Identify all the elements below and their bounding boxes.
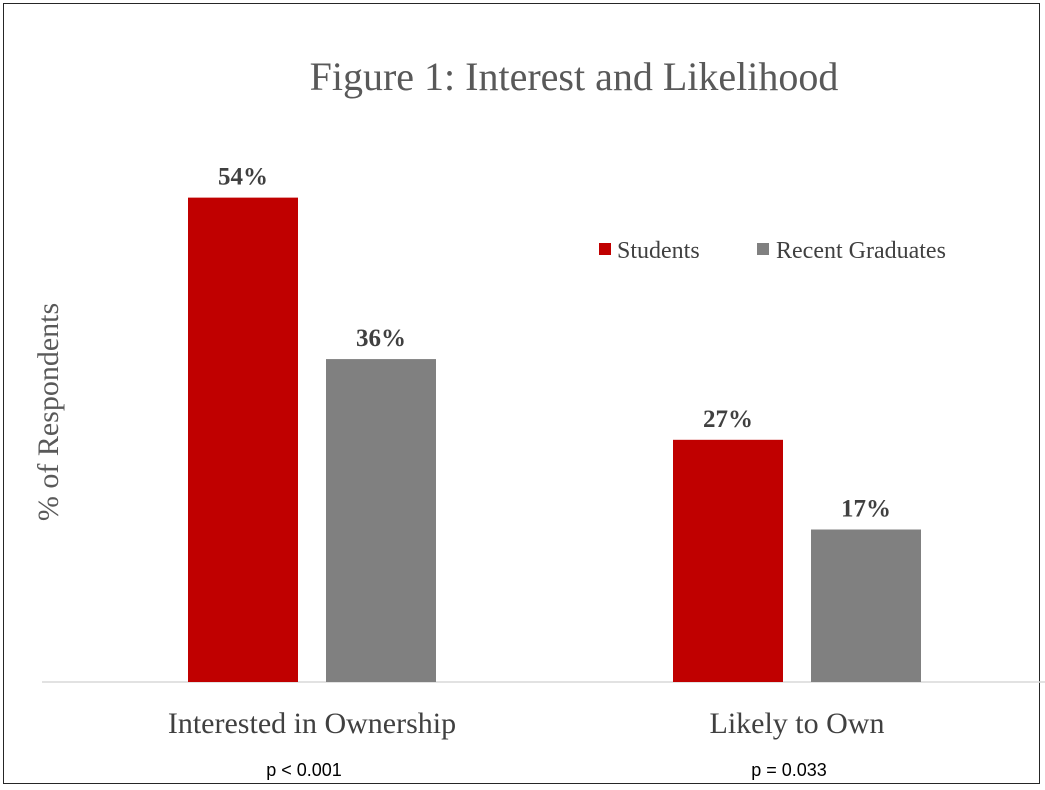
data-label-students-1: 54% bbox=[218, 164, 268, 191]
bar-recent-graduates-1 bbox=[326, 359, 436, 682]
legend-swatch-students bbox=[599, 243, 611, 255]
bar-students-1 bbox=[188, 197, 298, 682]
bars-layer bbox=[188, 197, 921, 682]
data-label-recent-graduates-1: 36% bbox=[356, 325, 406, 352]
data-label-students-2: 27% bbox=[703, 406, 753, 433]
legend: Students Recent Graduates bbox=[599, 238, 946, 264]
chart-title: Figure 1: Interest and Likelihood bbox=[310, 54, 839, 99]
bar-recent-graduates-2 bbox=[811, 529, 921, 682]
legend-label-recent-graduates: Recent Graduates bbox=[776, 238, 946, 264]
x-tick-label-1: Interested in Ownership bbox=[168, 707, 456, 740]
legend-label-students: Students bbox=[617, 238, 700, 264]
x-tick-label-2: Likely to Own bbox=[710, 707, 885, 740]
p-value-note-2: p = 0.033 bbox=[751, 760, 827, 780]
data-label-recent-graduates-2: 17% bbox=[841, 496, 891, 523]
p-value-note-1: p < 0.001 bbox=[266, 760, 342, 780]
legend-swatch-recent-graduates bbox=[757, 243, 769, 255]
labels-layer: 54% 36% Interested in Ownership p < 0.001 27… bbox=[168, 164, 891, 780]
bar-students-2 bbox=[673, 439, 783, 682]
y-axis-label: % of Respondents bbox=[32, 303, 65, 521]
